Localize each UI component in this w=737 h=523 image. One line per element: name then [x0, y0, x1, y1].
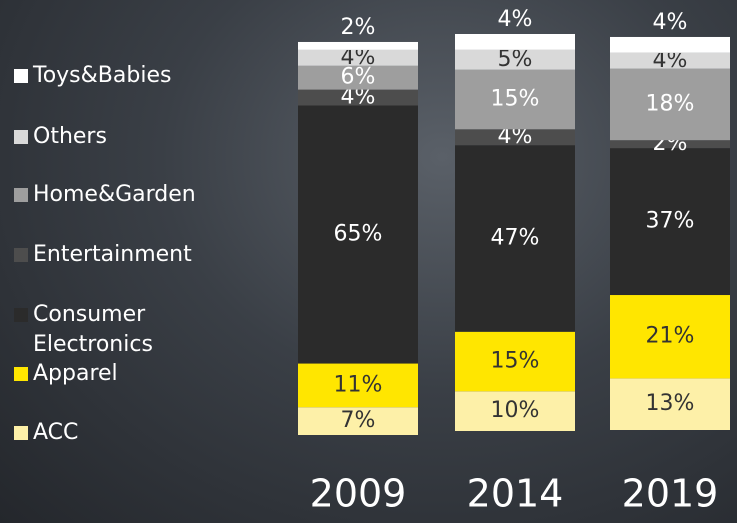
value-label: 4% — [653, 10, 688, 35]
legend-item: Home&Garden — [14, 180, 204, 210]
legend-item: Consumer Electronics — [14, 300, 204, 360]
value-label: 2% — [341, 15, 376, 40]
bar-segment — [298, 42, 418, 50]
legend-swatch — [14, 308, 28, 322]
value-label: 5% — [498, 47, 533, 72]
legend-swatch — [14, 248, 28, 262]
legend-label: Home&Garden — [33, 180, 183, 210]
chart: 7%11%65%4%6%4%2%200910%15%47%4%15%5%4%20… — [0, 0, 737, 523]
bar-segment — [610, 37, 730, 53]
x-tick-label: 2009 — [310, 472, 407, 516]
value-label: 15% — [491, 87, 540, 112]
legend-label: Others — [33, 122, 183, 152]
legend-swatch — [14, 426, 28, 440]
legend-label: Apparel — [33, 359, 183, 389]
legend-label: ACC — [33, 418, 183, 448]
legend-item: Entertainment — [14, 240, 204, 270]
bar-segment — [455, 34, 575, 50]
value-label: 11% — [334, 372, 383, 397]
value-label: 4% — [498, 7, 533, 32]
x-tick-label: 2014 — [467, 472, 564, 516]
legend-item: Apparel — [14, 359, 204, 389]
legend-item: Toys&Babies — [14, 61, 204, 91]
value-label: 18% — [646, 91, 695, 116]
value-label: 7% — [341, 408, 376, 433]
legend-label: Entertainment — [33, 240, 183, 270]
legend-item: ACC — [14, 418, 204, 448]
legend-swatch — [14, 188, 28, 202]
value-label: 13% — [646, 391, 695, 416]
value-label: 65% — [334, 222, 383, 247]
x-tick-label: 2019 — [622, 472, 719, 516]
legend-swatch — [14, 130, 28, 144]
legend-item: Others — [14, 122, 204, 152]
value-label: 15% — [491, 349, 540, 374]
legend-label: Toys&Babies — [33, 61, 183, 91]
legend-swatch — [14, 69, 28, 83]
value-label: 10% — [491, 398, 540, 423]
legend-swatch — [14, 367, 28, 381]
value-label: 47% — [491, 225, 540, 250]
legend-label: Consumer Electronics — [33, 300, 183, 360]
value-label: 37% — [646, 209, 695, 234]
value-label: 21% — [646, 324, 695, 349]
